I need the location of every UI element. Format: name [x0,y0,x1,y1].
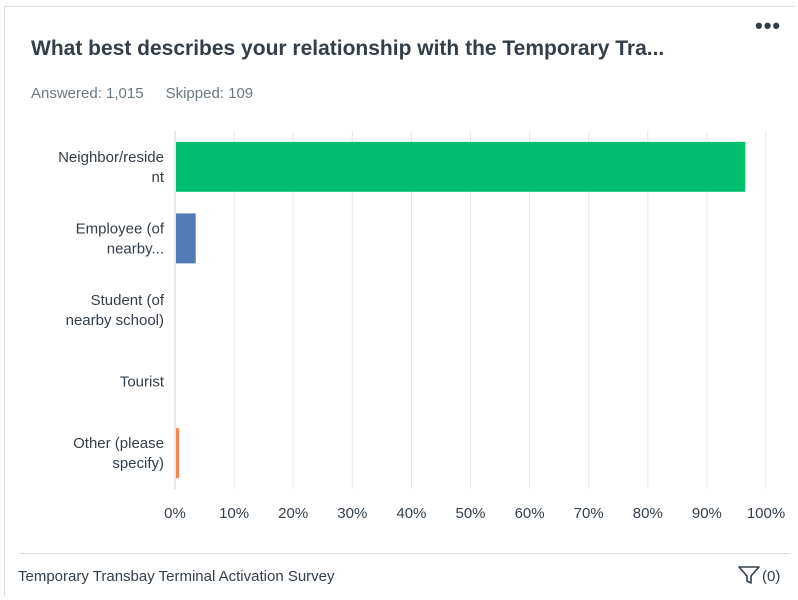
survey-title: Temporary Transbay Terminal Activation S… [18,568,335,585]
x-tick-label: 20% [278,505,308,522]
question-title: What best describes your relationship wi… [31,37,665,60]
x-tick-label: 70% [574,505,604,522]
category-label: Neighbor/reside [58,149,164,166]
question-card: What best describes your relationship wi… [4,6,794,596]
category-label: nt [151,169,164,186]
category-label: Student (of [91,292,165,309]
category-label: nearby... [107,240,164,257]
answered-count: Answered: 1,015 [31,85,144,102]
filter-button[interactable]: (0) [738,566,780,585]
filter-count: (0) [762,568,781,585]
x-tick-label: 90% [692,505,722,522]
bar [176,141,746,192]
category-label: Employee (of [76,220,165,237]
filter-icon [738,566,760,584]
x-tick-label: 0% [164,505,186,522]
category-label: Tourist [120,374,165,391]
skipped-count: Skipped: 109 [165,85,254,102]
bar [176,428,180,479]
response-stats: Answered: 1,015 Skipped: 109 [31,85,253,102]
category-label: Other (please [73,435,164,452]
x-tick-label: 10% [219,505,249,522]
x-tick-label: 40% [396,505,426,522]
x-tick-label: 50% [455,505,485,522]
category-label: nearby school) [66,312,164,329]
x-tick-label: 60% [515,505,545,522]
category-label: specify) [112,455,164,472]
x-tick-label: 80% [633,505,663,522]
footer-divider [20,553,790,554]
x-tick-label: 100% [747,505,785,522]
bar [176,213,196,264]
x-tick-label: 30% [337,505,367,522]
